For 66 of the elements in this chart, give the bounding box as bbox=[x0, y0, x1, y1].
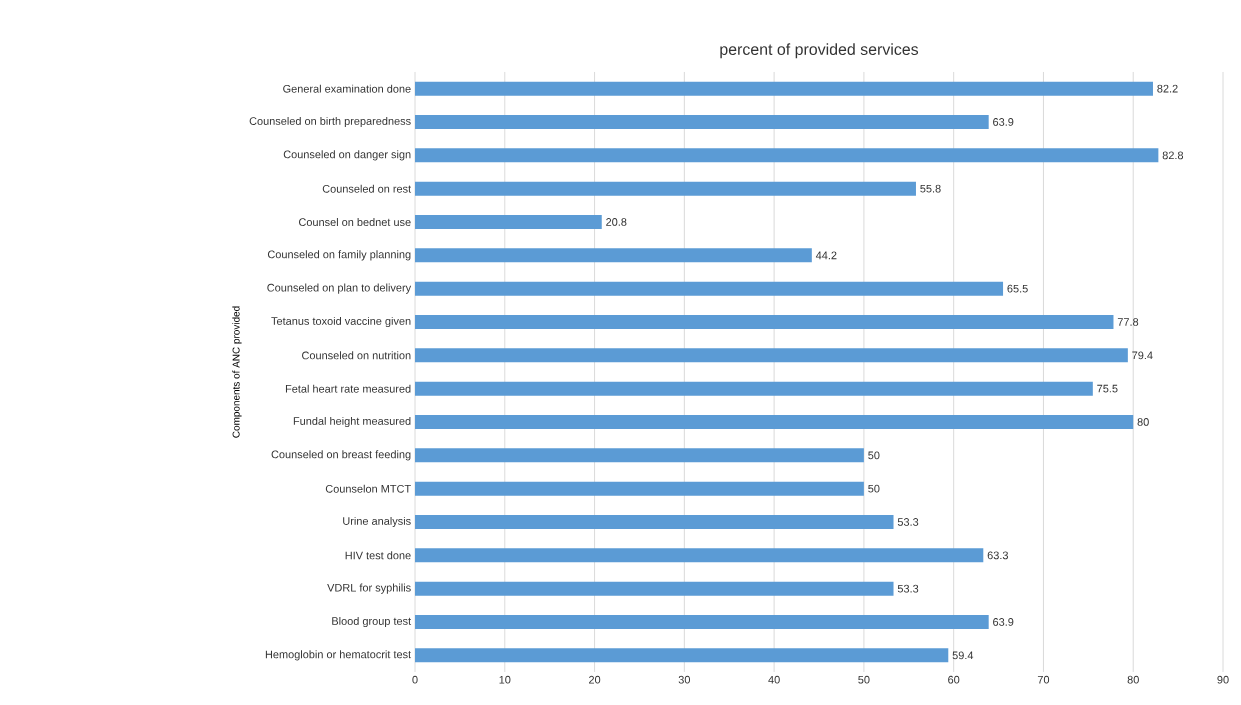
y-tick-label: Counseled on birth preparedness bbox=[249, 116, 411, 128]
bar bbox=[415, 614, 989, 629]
data-label: 75.5 bbox=[1097, 384, 1118, 393]
bar bbox=[415, 314, 1114, 329]
bar bbox=[415, 81, 1153, 96]
bar bbox=[415, 181, 916, 196]
y-tick-label: Fundal height measured bbox=[293, 416, 411, 428]
bar bbox=[415, 548, 984, 563]
y-tick-label: Counselon MTCT bbox=[325, 484, 411, 493]
y-tick-label: Tetanus toxoid vaccine given bbox=[271, 316, 411, 328]
x-tick-label: 10 bbox=[499, 675, 511, 684]
bar bbox=[415, 214, 602, 229]
y-tick-label: HIV test done bbox=[345, 551, 411, 560]
x-tick-label: 50 bbox=[858, 675, 870, 684]
x-tick-label: 70 bbox=[1037, 675, 1050, 684]
data-label: 77.8 bbox=[1117, 318, 1139, 326]
bar bbox=[415, 348, 1128, 363]
data-label: 53.3 bbox=[897, 518, 919, 526]
data-label: 50 bbox=[868, 451, 880, 460]
data-label: 79.4 bbox=[1132, 351, 1153, 360]
x-tick-label: 0 bbox=[412, 675, 418, 684]
y-tick-label: Counseled on nutrition bbox=[302, 351, 411, 360]
bar bbox=[415, 481, 864, 496]
x-tick-label: 20 bbox=[589, 675, 601, 684]
y-tick-label: Blood group test bbox=[332, 616, 412, 628]
y-tick-label: Counseled on danger sign bbox=[283, 150, 411, 161]
bar bbox=[415, 581, 894, 596]
data-label: 53.3 bbox=[897, 584, 919, 593]
x-tick-label: 80 bbox=[1127, 675, 1139, 684]
data-label: 82.2 bbox=[1157, 84, 1178, 93]
x-tick-label: 40 bbox=[768, 675, 780, 684]
bar bbox=[415, 248, 812, 263]
bar bbox=[415, 148, 1159, 163]
data-label: 63.3 bbox=[987, 551, 1008, 560]
y-axis-title: Components of ANC provided bbox=[232, 306, 242, 438]
bar bbox=[415, 448, 864, 463]
y-tick-label: VDRL for syphilis bbox=[327, 583, 411, 594]
y-tick-label: General examination done bbox=[283, 84, 411, 93]
bar bbox=[415, 414, 1134, 429]
data-label: 80 bbox=[1137, 418, 1149, 426]
data-label: 65.5 bbox=[1007, 284, 1028, 293]
data-label: 82.8 bbox=[1162, 151, 1184, 160]
y-tick-label: Hemoglobin or hematocrit test bbox=[265, 650, 412, 661]
x-tick-label: 30 bbox=[678, 675, 690, 684]
bar bbox=[415, 281, 1004, 296]
bar bbox=[415, 648, 949, 663]
y-tick-label: Counseled on rest bbox=[322, 184, 412, 193]
x-tick-label: 90 bbox=[1217, 675, 1229, 684]
bar bbox=[415, 381, 1093, 396]
y-tick-label: Counseled on family planning bbox=[267, 250, 411, 261]
data-label: 44.2 bbox=[815, 251, 837, 260]
y-tick-label: Counsel on bednet use bbox=[299, 217, 411, 227]
y-tick-label: Urine analysis bbox=[343, 516, 411, 528]
y-tick-label: Fetal heart rate measured bbox=[285, 384, 411, 393]
bar bbox=[415, 114, 989, 129]
x-tick-label: 60 bbox=[948, 675, 960, 684]
y-tick-label: Counseled on plan to delivery bbox=[267, 283, 412, 294]
y-tick-label: Counseled on breast feeding bbox=[271, 450, 411, 461]
data-label: 50 bbox=[868, 484, 880, 493]
data-label: 59.4 bbox=[952, 651, 974, 660]
data-label: 63.9 bbox=[993, 618, 1014, 626]
data-label: 55.8 bbox=[920, 184, 941, 193]
data-label: 63.9 bbox=[993, 118, 1014, 126]
bar bbox=[415, 514, 894, 529]
data-label: 20.8 bbox=[606, 218, 627, 226]
chart-title: percent of provided services bbox=[720, 43, 919, 59]
